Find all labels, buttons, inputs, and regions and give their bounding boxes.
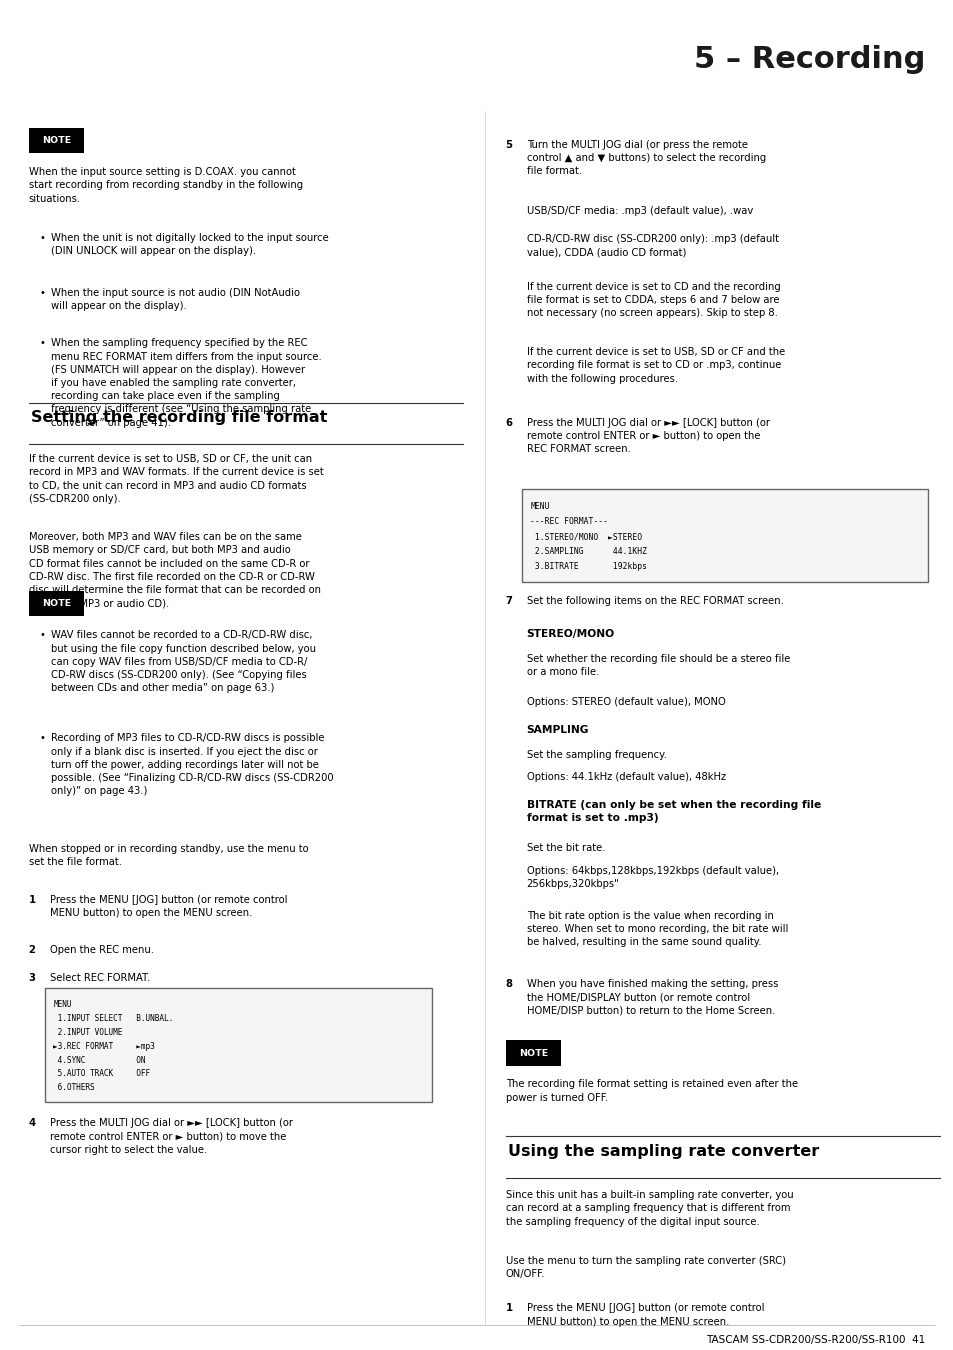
Text: TASCAM SS-CDR200/SS-R200/SS-R100  41: TASCAM SS-CDR200/SS-R200/SS-R100 41	[705, 1335, 924, 1345]
Text: Options: 64kbps,128kbps,192kbps (default value),
256kbps,320kbps": Options: 64kbps,128kbps,192kbps (default…	[526, 865, 778, 888]
Text: •: •	[40, 630, 46, 640]
Text: Options: STEREO (default value), MONO: Options: STEREO (default value), MONO	[526, 697, 724, 707]
FancyBboxPatch shape	[29, 591, 84, 617]
Text: When stopped or in recording standby, use the menu to
set the file format.: When stopped or in recording standby, us…	[29, 844, 308, 868]
Text: 6.OTHERS: 6.OTHERS	[53, 1083, 95, 1092]
Text: NOTE: NOTE	[42, 136, 71, 146]
Text: •: •	[40, 733, 46, 744]
Text: •: •	[40, 232, 46, 243]
Text: Turn the MULTI JOG dial (or press the remote
control ▲ and ▼ buttons) to select : Turn the MULTI JOG dial (or press the re…	[526, 139, 765, 176]
Text: 6: 6	[505, 417, 512, 428]
Text: Set the sampling frequency.: Set the sampling frequency.	[526, 749, 666, 760]
Text: 1: 1	[29, 895, 35, 905]
FancyBboxPatch shape	[505, 1041, 560, 1065]
Text: NOTE: NOTE	[42, 599, 71, 609]
Text: If the current device is set to CD and the recording
file format is set to CDDA,: If the current device is set to CD and t…	[526, 282, 780, 319]
Text: 3: 3	[29, 972, 35, 983]
Text: USB/SD/CF media: .mp3 (default value), .wav: USB/SD/CF media: .mp3 (default value), .…	[526, 207, 752, 216]
Text: Press the MENU [JOG] button (or remote control
MENU button) to open the MENU scr: Press the MENU [JOG] button (or remote c…	[50, 895, 287, 918]
Text: Using the sampling rate converter: Using the sampling rate converter	[508, 1143, 819, 1158]
Text: Set whether the recording file should be a stereo file
or a mono file.: Set whether the recording file should be…	[526, 655, 789, 678]
Text: The bit rate option is the value when recording in
stereo. When set to mono reco: The bit rate option is the value when re…	[526, 911, 787, 948]
Text: WAV files cannot be recorded to a CD-R/CD-RW disc,
but using the file copy funct: WAV files cannot be recorded to a CD-R/C…	[51, 630, 315, 693]
Text: 5.AUTO TRACK     OFF: 5.AUTO TRACK OFF	[53, 1069, 151, 1079]
Text: Set the bit rate.: Set the bit rate.	[526, 842, 604, 853]
Text: 4: 4	[29, 1119, 35, 1129]
Text: 2: 2	[29, 945, 35, 954]
Text: Press the MENU [JOG] button (or remote control
MENU button) to open the MENU scr: Press the MENU [JOG] button (or remote c…	[526, 1304, 763, 1327]
Text: Select REC FORMAT.: Select REC FORMAT.	[50, 972, 150, 983]
Text: 1: 1	[505, 1304, 512, 1314]
FancyBboxPatch shape	[45, 988, 432, 1102]
Text: CD-R/CD-RW disc (SS-CDR200 only): .mp3 (default
value), CDDA (audio CD format): CD-R/CD-RW disc (SS-CDR200 only): .mp3 (…	[526, 234, 778, 258]
Text: 2.INPUT VOLUME: 2.INPUT VOLUME	[53, 1027, 123, 1037]
Text: When the input source setting is D.COAX. you cannot
start recording from recordi: When the input source setting is D.COAX.…	[29, 167, 302, 204]
Text: When you have finished making the setting, press
the HOME/DISPLAY button (or rem: When you have finished making the settin…	[526, 979, 777, 1015]
Text: Use the menu to turn the sampling rate converter (SRC)
ON/OFF.: Use the menu to turn the sampling rate c…	[505, 1256, 785, 1278]
Text: If the current device is set to USB, SD or CF, the unit can
record in MP3 and WA: If the current device is set to USB, SD …	[29, 454, 323, 504]
Text: Recording of MP3 files to CD-R/CD-RW discs is possible
only if a blank disc is i: Recording of MP3 files to CD-R/CD-RW dis…	[51, 733, 333, 796]
Text: •: •	[40, 339, 46, 348]
Text: When the input source is not audio (DIN NotAudio
will appear on the display).: When the input source is not audio (DIN …	[51, 288, 299, 312]
Text: •: •	[40, 288, 46, 298]
Text: Open the REC menu.: Open the REC menu.	[50, 945, 153, 954]
Text: STEREO/MONO: STEREO/MONO	[526, 629, 614, 639]
Text: 5 – Recording: 5 – Recording	[693, 45, 924, 74]
Text: MENU: MENU	[53, 1000, 71, 1010]
Text: 1.STEREO/MONO  ►STEREO: 1.STEREO/MONO ►STEREO	[530, 532, 642, 541]
Text: BITRATE (can only be set when the recording file
format is set to .mp3): BITRATE (can only be set when the record…	[526, 801, 820, 822]
Text: If the current device is set to USB, SD or CF and the
recording file format is s: If the current device is set to USB, SD …	[526, 347, 784, 383]
FancyBboxPatch shape	[521, 490, 927, 582]
Text: NOTE: NOTE	[518, 1049, 547, 1057]
Text: SAMPLING: SAMPLING	[526, 725, 589, 734]
Text: 5: 5	[505, 139, 512, 150]
Text: 3.BITRATE       192kbps: 3.BITRATE 192kbps	[530, 563, 647, 571]
Text: ►3.REC FORMAT     ►mp3: ►3.REC FORMAT ►mp3	[53, 1042, 155, 1050]
Text: Since this unit has a built-in sampling rate converter, you
can record at a samp: Since this unit has a built-in sampling …	[505, 1191, 792, 1227]
Text: Press the MULTI JOG dial or ►► [LOCK] button (or
remote control ENTER or ► butto: Press the MULTI JOG dial or ►► [LOCK] bu…	[50, 1119, 293, 1154]
Text: When the sampling frequency specified by the REC
menu REC FORMAT item differs fr: When the sampling frequency specified by…	[51, 339, 321, 428]
Text: ---REC FORMAT---: ---REC FORMAT---	[530, 517, 608, 526]
Text: Moreover, both MP3 and WAV files can be on the same
USB memory or SD/CF card, bu: Moreover, both MP3 and WAV files can be …	[29, 532, 320, 608]
Text: When the unit is not digitally locked to the input source
(DIN UNLOCK will appea: When the unit is not digitally locked to…	[51, 232, 328, 256]
Text: 2.SAMPLING      44.1KHZ: 2.SAMPLING 44.1KHZ	[530, 547, 647, 556]
Text: 4.SYNC           ON: 4.SYNC ON	[53, 1056, 146, 1065]
FancyBboxPatch shape	[29, 128, 84, 154]
Text: The recording file format setting is retained even after the
power is turned OFF: The recording file format setting is ret…	[505, 1080, 797, 1103]
Text: MENU: MENU	[530, 502, 549, 510]
Text: Setting the recording file format: Setting the recording file format	[31, 410, 328, 425]
Text: Options: 44.1kHz (default value), 48kHz: Options: 44.1kHz (default value), 48kHz	[526, 772, 725, 783]
Text: 1.INPUT SELECT   B.UNBAL.: 1.INPUT SELECT B.UNBAL.	[53, 1014, 173, 1023]
Text: 7: 7	[505, 597, 512, 606]
Text: 8: 8	[505, 979, 512, 988]
Text: Press the MULTI JOG dial or ►► [LOCK] button (or
remote control ENTER or ► butto: Press the MULTI JOG dial or ►► [LOCK] bu…	[526, 417, 769, 454]
Text: Set the following items on the REC FORMAT screen.: Set the following items on the REC FORMA…	[526, 597, 782, 606]
